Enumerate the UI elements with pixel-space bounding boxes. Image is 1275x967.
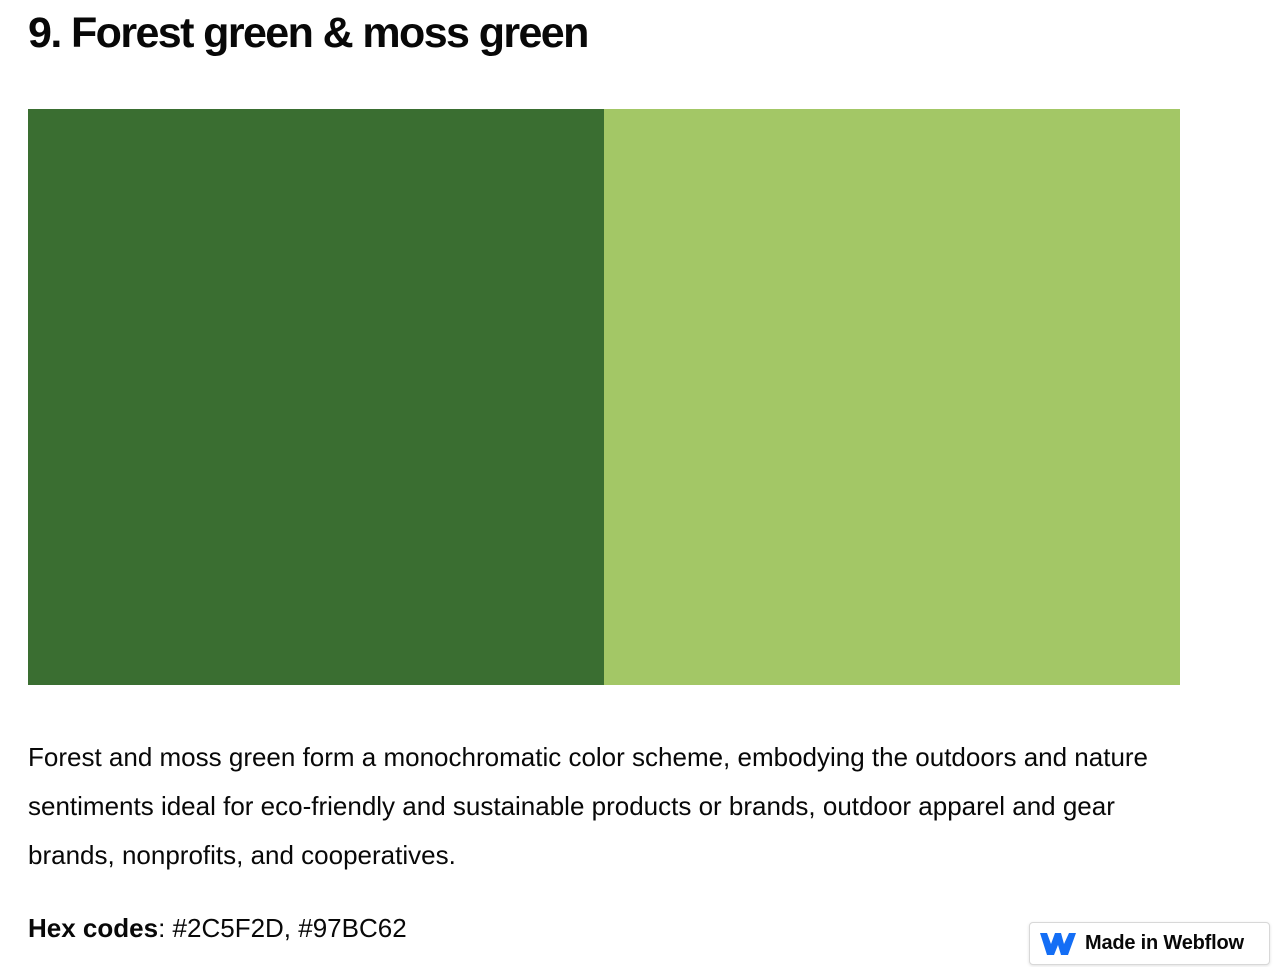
section-heading: 9. Forest green & moss green: [28, 9, 589, 57]
hex-codes-line: Hex codes: #2C5F2D, #97BC62: [28, 906, 407, 950]
color-swatches: [28, 109, 1180, 685]
badge-label: Made in Webflow: [1085, 932, 1244, 954]
hex-codes-label: Hex codes: [28, 913, 159, 943]
swatch-forest-green: [28, 109, 604, 685]
swatch-moss-green: [604, 109, 1180, 685]
webflow-logo-icon: [1039, 931, 1077, 957]
webflow-logo-shape: [1040, 932, 1076, 955]
description-paragraph: Forest and moss green form a monochromat…: [28, 742, 1149, 870]
hex-codes-separator: :: [158, 913, 173, 943]
hex-codes-values: #2C5F2D, #97BC62: [172, 913, 407, 943]
made-in-webflow-badge[interactable]: Made in Webflow: [1029, 922, 1270, 965]
